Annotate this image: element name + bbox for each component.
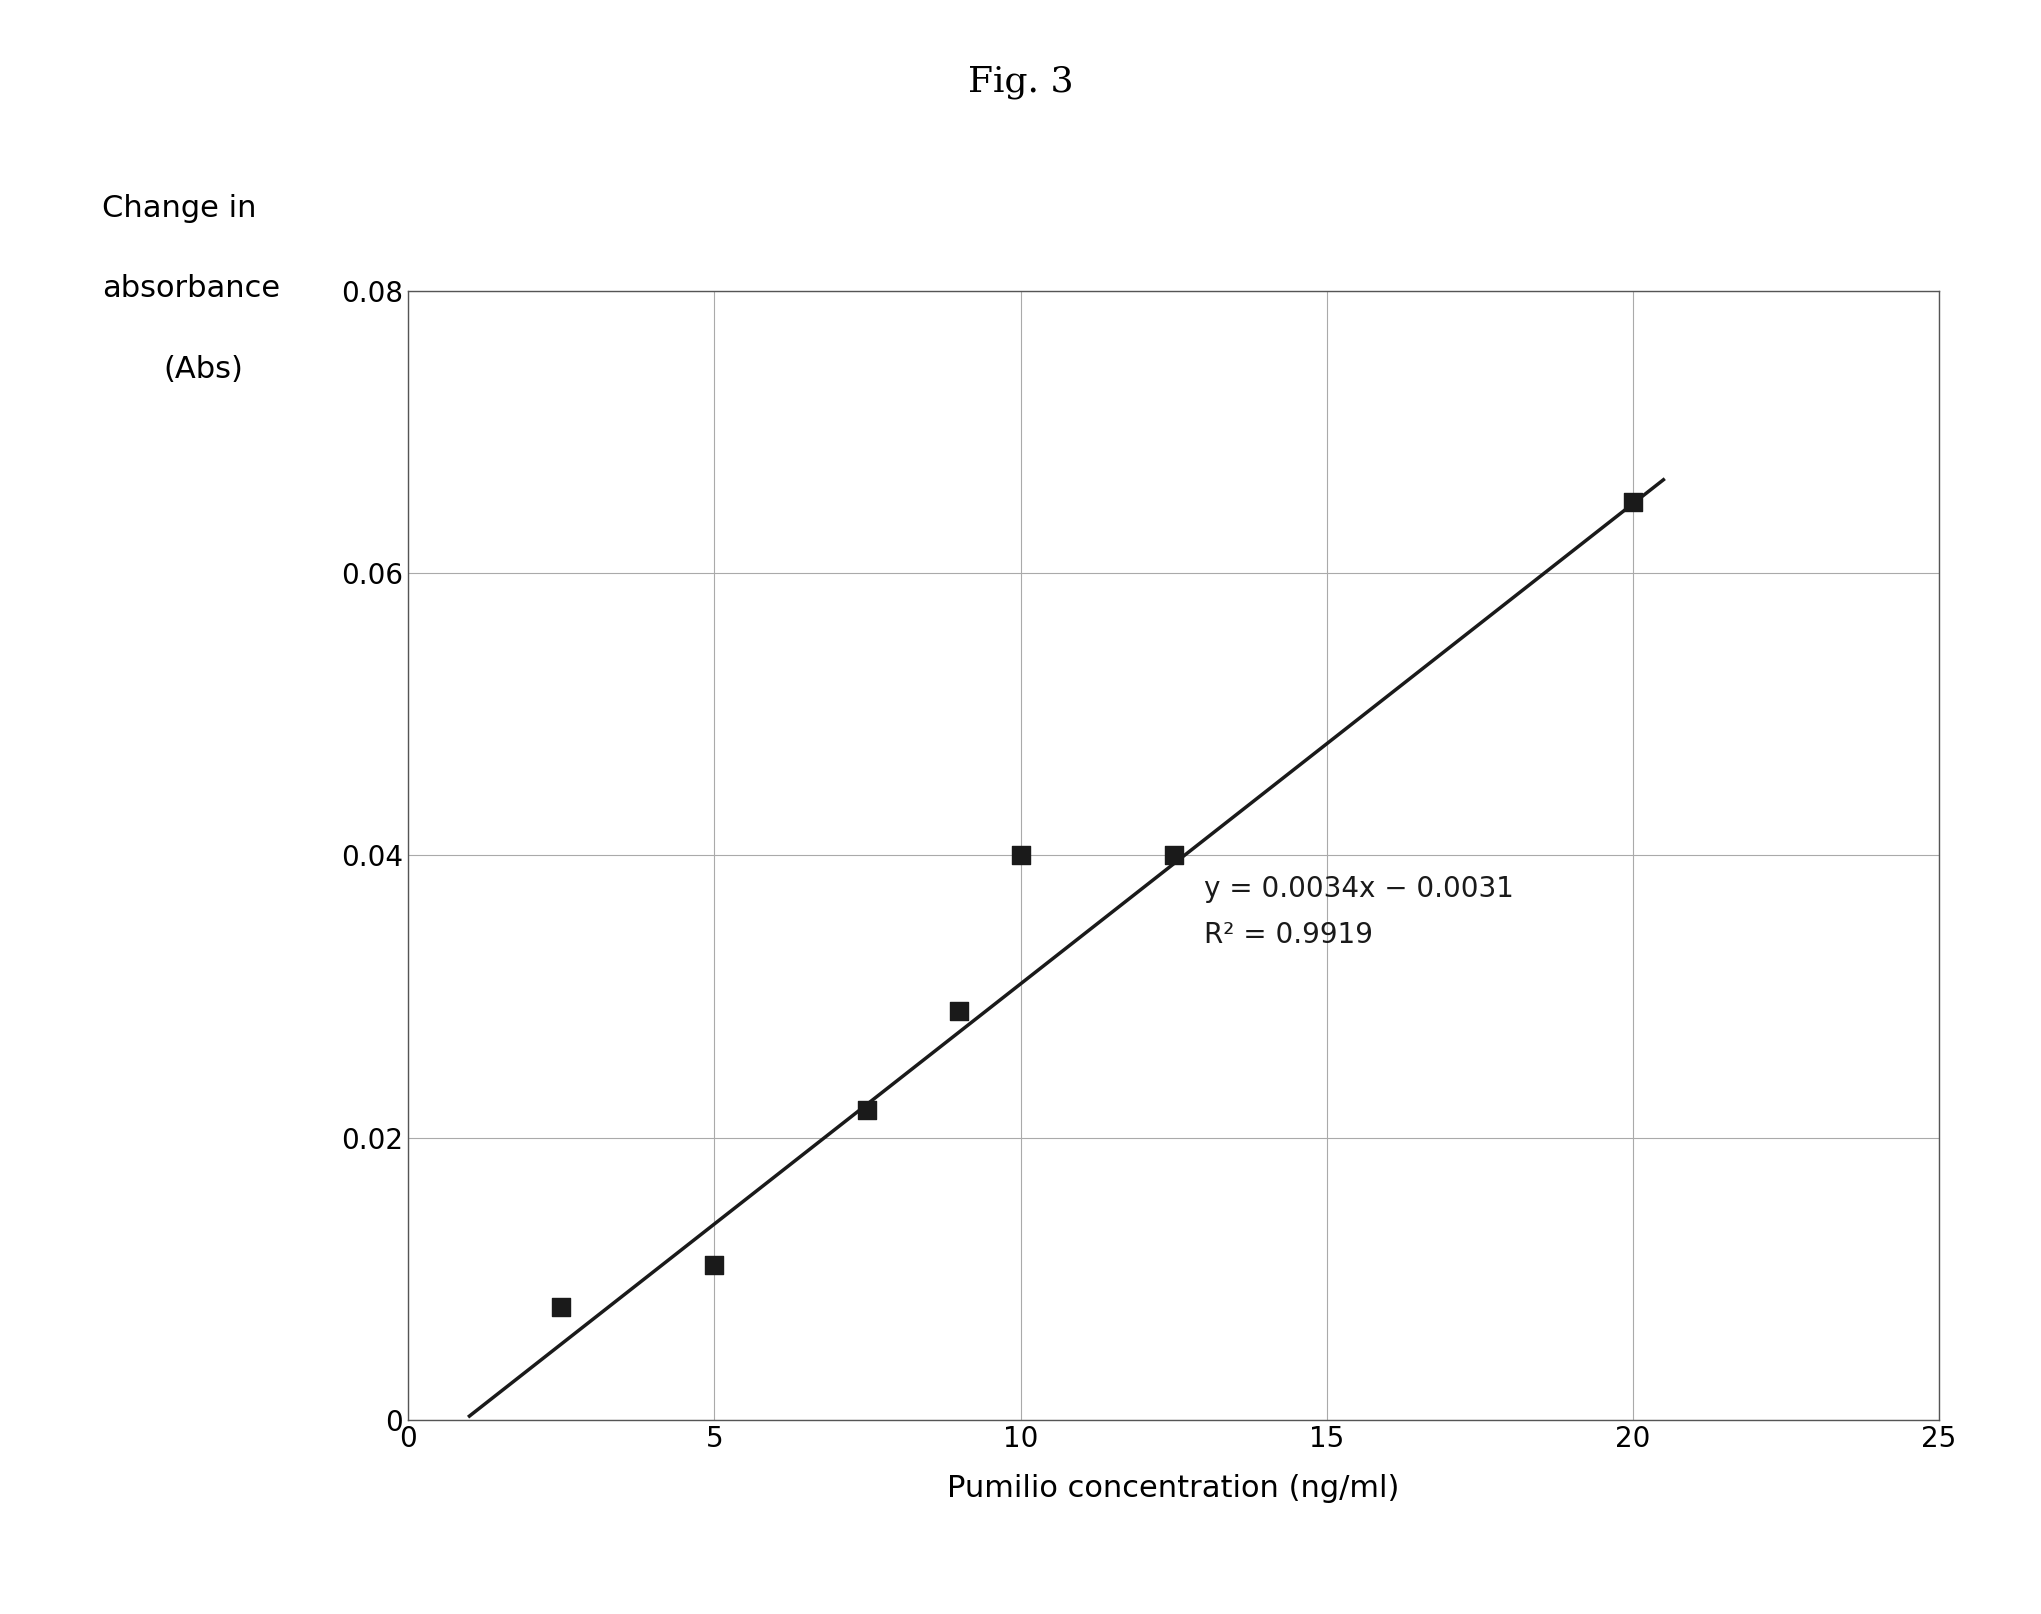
Point xyxy=(851,1098,884,1123)
Point xyxy=(698,1252,731,1278)
Point xyxy=(1004,843,1037,868)
X-axis label: Pumilio concentration (ng/ml): Pumilio concentration (ng/ml) xyxy=(947,1474,1400,1503)
Text: Fig. 3: Fig. 3 xyxy=(967,65,1074,98)
Text: (Abs): (Abs) xyxy=(163,355,243,384)
Point xyxy=(1157,843,1190,868)
Point xyxy=(1616,489,1649,515)
Point xyxy=(943,997,976,1023)
Text: Change in: Change in xyxy=(102,194,257,223)
Text: absorbance: absorbance xyxy=(102,274,280,303)
Point xyxy=(545,1294,578,1320)
Text: y = 0.0034x − 0.0031
R² = 0.9919: y = 0.0034x − 0.0031 R² = 0.9919 xyxy=(1204,875,1514,949)
